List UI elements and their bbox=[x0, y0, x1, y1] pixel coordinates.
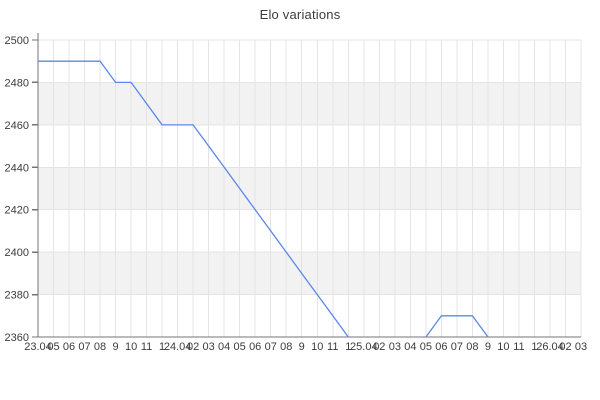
x-axis-label: 05 bbox=[47, 341, 59, 353]
x-axis-label: 07 bbox=[451, 341, 463, 353]
y-axis-label: 2420 bbox=[5, 205, 29, 217]
x-axis-label: 05 bbox=[234, 341, 246, 353]
x-axis-label: 1 bbox=[531, 341, 537, 353]
y-axis-label: 2460 bbox=[5, 120, 29, 132]
x-axis-label: 08 bbox=[466, 341, 478, 353]
x-axis-label: 04 bbox=[218, 341, 230, 353]
x-axis-label: 05 bbox=[420, 341, 432, 353]
x-axis-label: 24.04 bbox=[164, 341, 192, 353]
x-axis-label: 1 bbox=[159, 341, 165, 353]
x-axis-label: 07 bbox=[78, 341, 90, 353]
x-axis-label: 9 bbox=[299, 341, 305, 353]
y-axis-label: 2440 bbox=[5, 162, 29, 174]
x-axis-label: 10 bbox=[311, 341, 323, 353]
plot-bands bbox=[38, 82, 581, 295]
x-axis-label: 25.04 bbox=[350, 341, 378, 353]
x-axis-label: 11 bbox=[513, 341, 524, 353]
band bbox=[38, 252, 581, 295]
band bbox=[38, 82, 581, 125]
band bbox=[38, 167, 581, 210]
x-axis-label: 06 bbox=[63, 341, 75, 353]
x-axis-label: 04 bbox=[404, 341, 416, 353]
x-axis-label: 10 bbox=[125, 341, 137, 353]
series-line bbox=[38, 60, 489, 338]
x-axis-label: 03 bbox=[389, 341, 401, 353]
y-axis-label: 2400 bbox=[5, 247, 29, 259]
x-axis-label: 11 bbox=[327, 341, 338, 353]
x-axis-label: 06 bbox=[249, 341, 261, 353]
x-axis-label: 9 bbox=[485, 341, 491, 353]
x-axis-label: 10 bbox=[497, 341, 509, 353]
x-axis-label: 03 bbox=[575, 341, 587, 353]
x-axis-label: 02 bbox=[559, 341, 571, 353]
x-axis-label: 9 bbox=[113, 341, 119, 353]
x-axis-label: 23.04 bbox=[24, 341, 52, 353]
x-axis-label: 02 bbox=[373, 341, 385, 353]
x-axis-label: 02 bbox=[187, 341, 199, 353]
y-axis-label: 2380 bbox=[5, 290, 29, 302]
x-axis-label: 08 bbox=[94, 341, 106, 353]
x-axis-label: 11 bbox=[141, 341, 152, 353]
x-axis-label: 03 bbox=[203, 341, 215, 353]
x-axis-label: 26.04 bbox=[536, 341, 564, 353]
y-axis-label: 2500 bbox=[5, 35, 29, 47]
x-axis-label: 07 bbox=[265, 341, 277, 353]
x-axis-label: 1 bbox=[345, 341, 351, 353]
chart-title: Elo variations bbox=[259, 7, 341, 22]
axes bbox=[32, 33, 581, 338]
series bbox=[38, 60, 489, 338]
y-axis-label: 2360 bbox=[5, 332, 29, 344]
y-axis-labels: 2360 2380 2400 2420 2440 2460 2480 2500 bbox=[5, 35, 29, 344]
y-axis-label: 2480 bbox=[5, 77, 29, 89]
gridlines bbox=[37, 39, 582, 337]
x-axis-label: 06 bbox=[435, 341, 447, 353]
x-axis-label: 08 bbox=[280, 341, 292, 353]
